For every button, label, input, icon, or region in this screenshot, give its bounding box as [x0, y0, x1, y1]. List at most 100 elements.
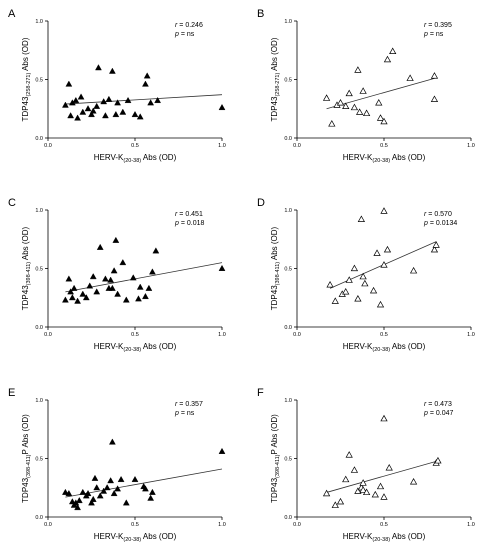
- x-axis-title: HERV-K(20-38) Abs (OD): [94, 342, 177, 353]
- stat-r: r = 0.473: [424, 401, 452, 408]
- data-point: [376, 114, 385, 121]
- y-axis-title: TDP43(398-411) Abs (OD): [21, 226, 32, 310]
- data-point: [93, 102, 101, 109]
- x-axis-title: HERV-K(20-38) Abs (OD): [343, 532, 426, 543]
- panel-a: A 0.0 0.5 1.0 0.0 0.5 1.0 HERV-K(20-38) Abs (OD…: [8, 8, 226, 164]
- data-point: [331, 501, 339, 508]
- data-point: [147, 99, 155, 106]
- y-axis-title: TDP43(398-411)P Abs (OD): [21, 414, 32, 503]
- data-point: [342, 475, 350, 483]
- data-point: [68, 294, 76, 301]
- data-point: [322, 489, 331, 497]
- x-tick-label: 1.0: [467, 143, 475, 149]
- data-point: [84, 489, 92, 497]
- data-point: [336, 497, 345, 505]
- data-point: [131, 110, 139, 118]
- y-tick-label: 0.5: [35, 457, 43, 463]
- y-tick-label: 0.0: [35, 325, 43, 331]
- x-axis-title: HERV-K(20-38) Abs (OD): [343, 153, 426, 164]
- x-tick-label: 1.0: [218, 332, 226, 338]
- x-tick-label: 1.0: [467, 332, 475, 338]
- data-point: [383, 55, 392, 63]
- data-point: [93, 288, 101, 295]
- x-tick-label: 0.0: [293, 143, 301, 149]
- panel-letter: E: [8, 387, 15, 399]
- x-tick-label: 1.0: [218, 143, 226, 149]
- data-point: [108, 284, 116, 291]
- data-point: [103, 484, 111, 491]
- x-tick-label: 0.5: [380, 143, 388, 149]
- x-tick-label: 0.0: [293, 332, 301, 338]
- data-point: [147, 494, 155, 501]
- stat-p: p = ns: [423, 31, 444, 38]
- data-point: [430, 245, 439, 253]
- data-point: [354, 295, 362, 302]
- data-point: [345, 89, 353, 97]
- data-point: [74, 504, 81, 511]
- data-point: [345, 276, 353, 283]
- data-point: [89, 107, 97, 114]
- data-point: [369, 286, 378, 294]
- data-point: [432, 241, 440, 248]
- data-point: [359, 272, 367, 280]
- data-point: [362, 109, 371, 117]
- data-point: [336, 98, 345, 106]
- y-tick-label: 0.0: [284, 136, 292, 142]
- panel-f: F 0.0 0.5 1.0 0.0 0.5 1.0 HERV-K(20-38) Abs (OD…: [257, 387, 475, 543]
- data-point: [380, 117, 388, 125]
- data-point: [350, 466, 359, 473]
- data-point: [354, 66, 362, 73]
- y-tick-label: 0.5: [284, 78, 292, 84]
- data-point: [110, 267, 118, 274]
- regression-line: [65, 94, 223, 105]
- data-point: [119, 108, 127, 115]
- data-point: [430, 95, 439, 102]
- data-point: [62, 101, 69, 108]
- data-point: [342, 102, 350, 110]
- y-tick-label: 0.5: [35, 267, 43, 273]
- panel-letter: B: [257, 8, 264, 20]
- data-point: [389, 47, 397, 55]
- data-point: [124, 96, 132, 104]
- stat-p: p = ns: [174, 31, 195, 38]
- data-point: [100, 98, 108, 105]
- x-tick-label: 0.0: [293, 522, 301, 528]
- stat-p: p = ns: [174, 410, 195, 417]
- data-point: [385, 463, 393, 471]
- data-point: [84, 105, 92, 112]
- data-point: [96, 243, 104, 250]
- data-point: [75, 497, 83, 504]
- x-axis-title: HERV-K(20-38) Abs (OD): [94, 532, 177, 543]
- y-tick-label: 1.0: [35, 208, 43, 214]
- data-point: [102, 112, 109, 119]
- x-tick-label: 1.0: [467, 522, 475, 528]
- data-point: [345, 451, 353, 458]
- x-tick-label: 0.0: [44, 332, 52, 338]
- x-tick-label: 0.5: [380, 522, 388, 528]
- data-point: [110, 489, 118, 497]
- data-point: [356, 108, 364, 115]
- stat-r: r = 0.246: [175, 22, 203, 29]
- data-point: [361, 279, 369, 287]
- stat-r: r = 0.395: [424, 22, 452, 29]
- data-point: [342, 287, 350, 295]
- y-tick-label: 0.5: [35, 78, 43, 84]
- data-point: [326, 280, 334, 288]
- stat-p: p = 0.047: [423, 410, 454, 417]
- panel-letter: C: [8, 197, 16, 209]
- data-point: [79, 290, 87, 297]
- data-point: [86, 282, 94, 289]
- data-point: [88, 110, 95, 118]
- data-point: [434, 456, 442, 464]
- data-point: [322, 94, 331, 101]
- data-point: [380, 261, 388, 268]
- data-point: [108, 438, 116, 445]
- data-point: [149, 488, 156, 495]
- y-tick-label: 1.0: [284, 19, 292, 25]
- data-point: [93, 484, 101, 491]
- data-point: [114, 290, 121, 297]
- data-point: [65, 489, 73, 497]
- x-tick-label: 0.5: [380, 332, 388, 338]
- data-point: [359, 479, 367, 486]
